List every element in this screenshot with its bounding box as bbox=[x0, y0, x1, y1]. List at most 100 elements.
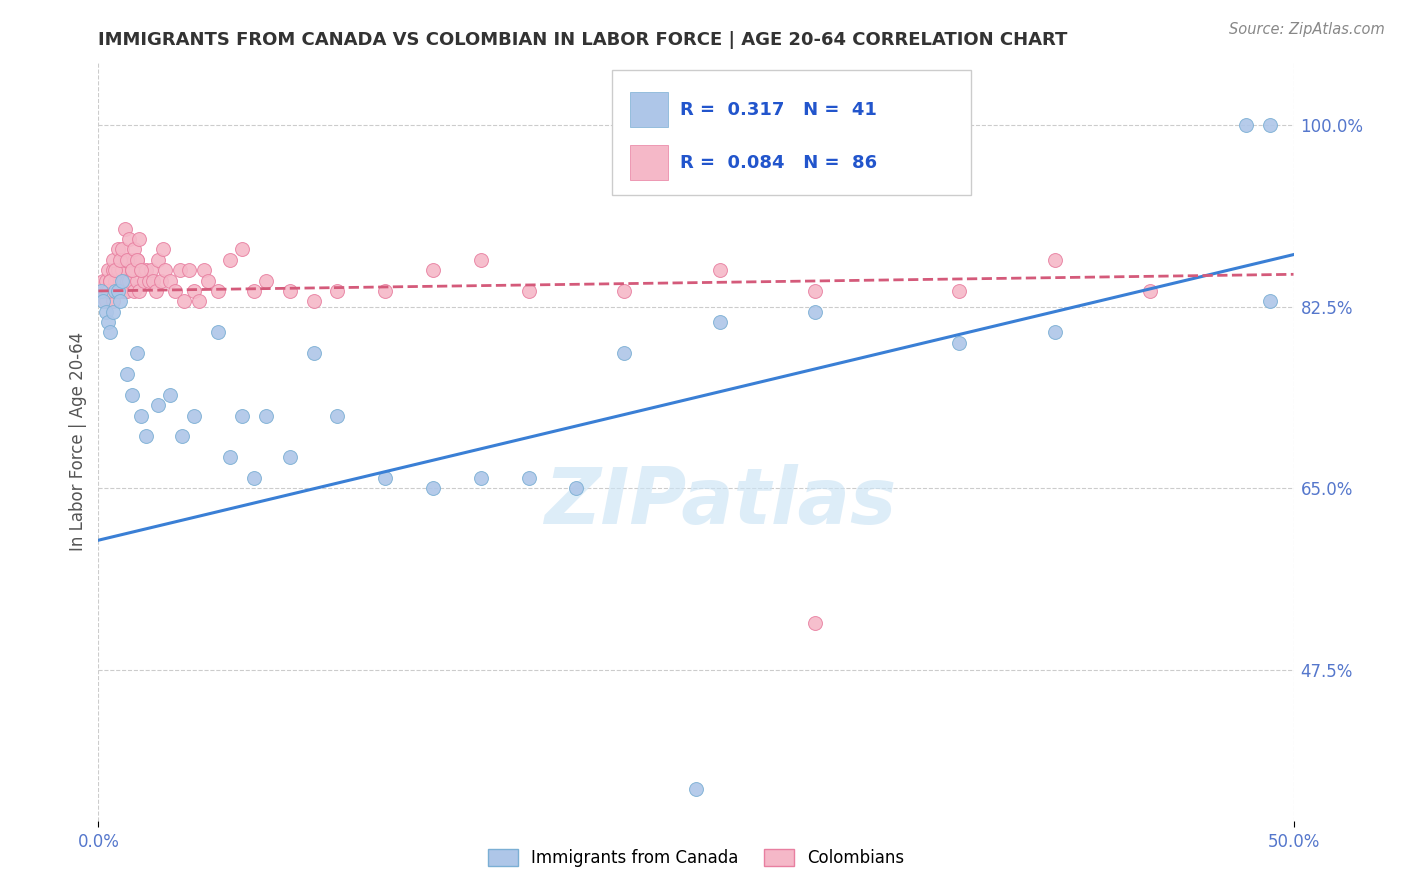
Point bbox=[517, 471, 540, 485]
Point bbox=[709, 315, 731, 329]
Point bbox=[183, 409, 205, 423]
Point bbox=[90, 284, 112, 298]
Point bbox=[613, 284, 636, 298]
Point bbox=[125, 274, 148, 288]
Point bbox=[422, 481, 444, 495]
Point bbox=[94, 294, 117, 309]
Point bbox=[197, 274, 219, 288]
Point bbox=[104, 284, 127, 298]
Point bbox=[1043, 252, 1066, 267]
Point bbox=[107, 284, 129, 298]
Point bbox=[565, 481, 588, 495]
Text: R =  0.317   N =  41: R = 0.317 N = 41 bbox=[681, 101, 877, 120]
Point bbox=[374, 284, 396, 298]
Point bbox=[94, 304, 117, 318]
Point bbox=[278, 284, 301, 298]
Point bbox=[159, 388, 181, 402]
Point bbox=[152, 243, 174, 257]
Point bbox=[948, 284, 970, 298]
Point bbox=[613, 346, 636, 360]
Point bbox=[101, 284, 124, 298]
Point bbox=[101, 294, 124, 309]
Point bbox=[111, 263, 134, 277]
Point bbox=[90, 284, 112, 298]
Point bbox=[114, 221, 136, 235]
Point bbox=[148, 252, 170, 267]
Point bbox=[118, 274, 141, 288]
Point bbox=[124, 252, 146, 267]
Point bbox=[97, 284, 120, 298]
Point bbox=[302, 346, 325, 360]
Point bbox=[278, 450, 301, 464]
Point bbox=[173, 294, 195, 309]
Point bbox=[219, 252, 242, 267]
Point bbox=[97, 263, 120, 277]
Point bbox=[104, 284, 127, 298]
Point bbox=[138, 274, 160, 288]
Point bbox=[145, 284, 167, 298]
Point bbox=[142, 274, 165, 288]
Point bbox=[115, 367, 138, 381]
Point bbox=[148, 398, 170, 412]
Point bbox=[685, 782, 707, 797]
Point bbox=[470, 471, 492, 485]
Point bbox=[108, 284, 131, 298]
Point bbox=[131, 409, 153, 423]
Point bbox=[302, 294, 325, 309]
Text: R =  0.084   N =  86: R = 0.084 N = 86 bbox=[681, 154, 877, 172]
Point bbox=[804, 284, 827, 298]
Point bbox=[1139, 284, 1161, 298]
Point bbox=[121, 263, 143, 277]
Point bbox=[1043, 326, 1066, 340]
Point bbox=[207, 284, 229, 298]
Text: IMMIGRANTS FROM CANADA VS COLOMBIAN IN LABOR FORCE | AGE 20-64 CORRELATION CHART: IMMIGRANTS FROM CANADA VS COLOMBIAN IN L… bbox=[98, 31, 1067, 49]
Point bbox=[155, 263, 177, 277]
Point bbox=[94, 284, 117, 298]
Point bbox=[470, 252, 492, 267]
Point bbox=[243, 284, 266, 298]
Point bbox=[98, 274, 122, 288]
Point bbox=[124, 243, 146, 257]
Point bbox=[804, 616, 827, 631]
Point bbox=[98, 326, 122, 340]
Point bbox=[125, 252, 148, 267]
Y-axis label: In Labor Force | Age 20-64: In Labor Force | Age 20-64 bbox=[69, 332, 87, 551]
Point bbox=[132, 274, 155, 288]
Point bbox=[187, 294, 209, 309]
Text: Source: ZipAtlas.com: Source: ZipAtlas.com bbox=[1229, 22, 1385, 37]
Point bbox=[131, 263, 153, 277]
Point bbox=[326, 409, 349, 423]
Point bbox=[104, 274, 127, 288]
Point bbox=[326, 284, 349, 298]
Point bbox=[121, 388, 143, 402]
Point bbox=[709, 263, 731, 277]
Point bbox=[1234, 118, 1257, 132]
Point bbox=[98, 284, 122, 298]
Point bbox=[163, 284, 186, 298]
Point bbox=[125, 346, 148, 360]
Point bbox=[97, 315, 120, 329]
Point bbox=[172, 429, 194, 443]
Point bbox=[231, 409, 253, 423]
Point bbox=[115, 252, 138, 267]
FancyBboxPatch shape bbox=[630, 92, 668, 127]
Point bbox=[179, 263, 201, 277]
FancyBboxPatch shape bbox=[630, 145, 668, 180]
Point bbox=[254, 409, 277, 423]
Point bbox=[111, 284, 134, 298]
Point bbox=[159, 274, 181, 288]
Point bbox=[108, 294, 131, 309]
Point bbox=[183, 284, 205, 298]
Point bbox=[517, 284, 540, 298]
Point bbox=[1258, 294, 1281, 309]
Point bbox=[139, 263, 162, 277]
Point bbox=[111, 243, 134, 257]
Point bbox=[135, 429, 157, 443]
Point bbox=[374, 471, 396, 485]
Point bbox=[128, 284, 150, 298]
Point bbox=[169, 263, 191, 277]
Point bbox=[107, 284, 129, 298]
Point bbox=[111, 274, 134, 288]
Point bbox=[98, 274, 122, 288]
Point bbox=[101, 304, 124, 318]
